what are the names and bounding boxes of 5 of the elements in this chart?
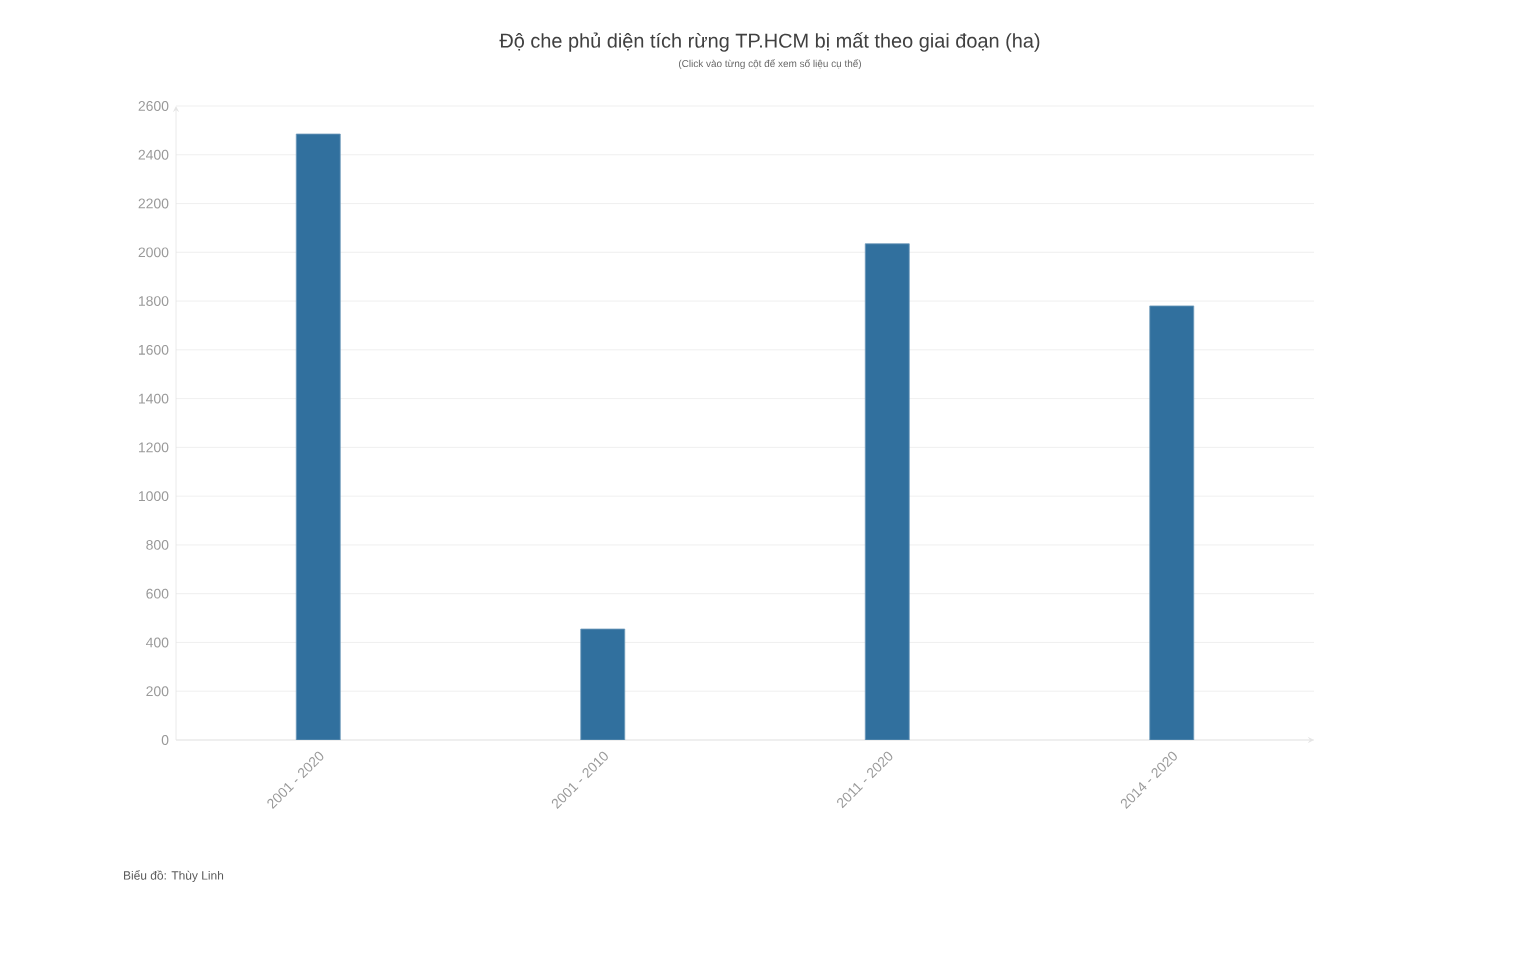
bar — [295, 133, 341, 740]
bar — [580, 628, 626, 740]
chart-title: Độ che phủ diện tích rừng TP.HCM bị mất theo giai đoạn (ha) — [499, 32, 1040, 52]
bar — [1149, 305, 1195, 740]
bar — [864, 243, 910, 740]
